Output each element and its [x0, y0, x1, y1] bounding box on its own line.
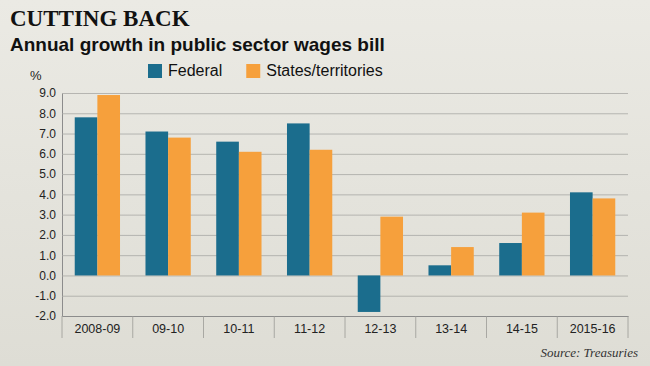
tick: 5.0 [39, 167, 628, 181]
bar [358, 275, 381, 311]
tick: 9.0 [39, 86, 628, 100]
bar [216, 142, 239, 276]
background [0, 0, 650, 366]
bar [239, 152, 262, 276]
tick-label: 3.0 [39, 208, 56, 222]
bar [380, 217, 403, 276]
bar [145, 132, 168, 276]
category-divider [345, 316, 346, 338]
tick-label: 7.0 [39, 127, 56, 141]
bar [168, 138, 191, 276]
tick-label: 1.0 [39, 249, 56, 263]
x-axis: 2008-09 09-10 10-11 11-12 12-13 13-14 14-15 201… [63, 316, 629, 336]
bars [75, 95, 616, 312]
tick: 2015-16 [570, 316, 616, 336]
y-axis: -2.0 -1.0 0.0 1.0 2.0 3.0 4.0 5.0 6.0 7.0 8.0 9.0 [35, 86, 628, 323]
title: CUTTING BACK [10, 6, 190, 31]
tick-label: 2.0 [39, 228, 56, 242]
bar [428, 265, 451, 275]
grid-line [62, 93, 628, 94]
plot: -2.0 -1.0 0.0 1.0 2.0 3.0 4.0 5.0 6.0 7.0 8.0 9.0 20… [35, 86, 628, 338]
category-divider [628, 316, 629, 338]
bar [97, 95, 120, 275]
legend-label: Federal [168, 62, 222, 79]
tick-label: 11-12 [294, 322, 325, 336]
chart: CUTTING BACK Annual growth in public sect… [0, 0, 650, 366]
bar [75, 117, 98, 275]
grid-line [62, 296, 628, 297]
tick: -1.0 [35, 289, 628, 303]
axis-line [63, 316, 629, 317]
tick: 2008-09 [74, 316, 120, 336]
tick-label: 2008-09 [74, 322, 120, 336]
tick-label: 6.0 [39, 147, 56, 161]
grid-line [62, 275, 628, 276]
bar [522, 213, 545, 276]
bar [287, 123, 310, 275]
tick: 8.0 [39, 107, 628, 121]
category-divider [415, 316, 416, 338]
category-divider [203, 316, 204, 338]
tick-label: -1.0 [35, 289, 56, 303]
grid-line [62, 113, 628, 114]
tick: 6.0 [39, 147, 628, 161]
bar [310, 150, 333, 276]
tick-label: 14-15 [506, 322, 538, 336]
tick: 09-10 [152, 316, 184, 336]
source: Source: Treasuries [540, 345, 638, 360]
tick: 11-12 [294, 316, 325, 336]
legend: Federal States/territories [148, 62, 383, 79]
tick-label: -2.0 [35, 309, 56, 323]
bar [593, 198, 616, 275]
tick: -2.0 [35, 309, 628, 323]
tick: 14-15 [506, 316, 538, 336]
tick-label: 0.0 [39, 269, 56, 283]
tick-label: 10-11 [223, 322, 254, 336]
axis-title: % [30, 68, 42, 83]
axis-line [62, 94, 63, 317]
series [75, 117, 593, 312]
tick: 4.0 [39, 188, 628, 202]
series [97, 95, 615, 275]
tick-label: 4.0 [39, 188, 56, 202]
bar [499, 243, 522, 275]
tick-label: 12-13 [364, 322, 396, 336]
tick-label: 8.0 [39, 107, 56, 121]
category-divider [557, 316, 558, 338]
bar [451, 247, 474, 275]
legend-swatch [246, 64, 260, 78]
tick: 10-11 [223, 316, 254, 336]
legend-label: States/territories [266, 62, 382, 79]
legend-swatch [148, 64, 162, 78]
tick: 7.0 [39, 127, 628, 141]
tick-label: 2015-16 [570, 322, 616, 336]
tick-label: 13-14 [435, 322, 467, 336]
tick: 13-14 [435, 316, 467, 336]
bar [570, 192, 593, 275]
tick-label: 9.0 [39, 86, 56, 100]
category-divider [486, 316, 487, 338]
tick-label: 5.0 [39, 167, 56, 181]
category-divider [62, 316, 63, 338]
tick: 12-13 [364, 316, 396, 336]
tick-label: 09-10 [152, 322, 184, 336]
subtitle: Annual growth in public sector wages bil… [10, 34, 385, 55]
category-divider [274, 316, 275, 338]
category-divider [132, 316, 133, 338]
